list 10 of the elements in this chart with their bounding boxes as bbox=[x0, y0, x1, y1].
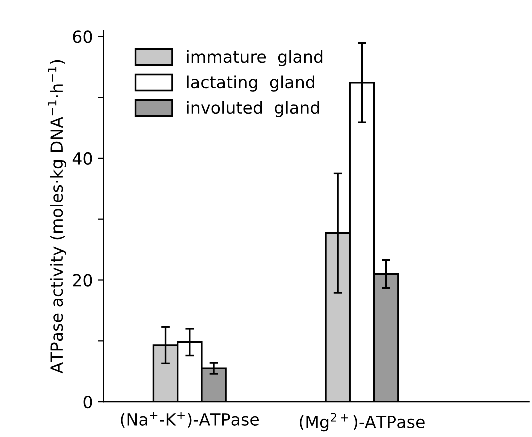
y-tick-label: 40 bbox=[72, 152, 92, 166]
x-tick-label: (Mg$^{2+}$)-ATPase bbox=[300, 413, 425, 432]
y-tick-label: 60 bbox=[73, 30, 92, 44]
y-tick-label: 0 bbox=[84, 396, 92, 409]
legend-label: immature gland bbox=[187, 50, 323, 66]
x-tick-label: (Na$^{+}$-K$^{+}$)-ATPase bbox=[121, 412, 260, 428]
legend-label: involuted gland bbox=[187, 101, 320, 118]
legend-label: lactating gland bbox=[187, 76, 314, 92]
y-axis-title: ATPase activity (moles·kg DNA$^{−1}$·h$^{−1}$) bbox=[48, 60, 66, 374]
y-tick-label: 20 bbox=[73, 274, 92, 287]
